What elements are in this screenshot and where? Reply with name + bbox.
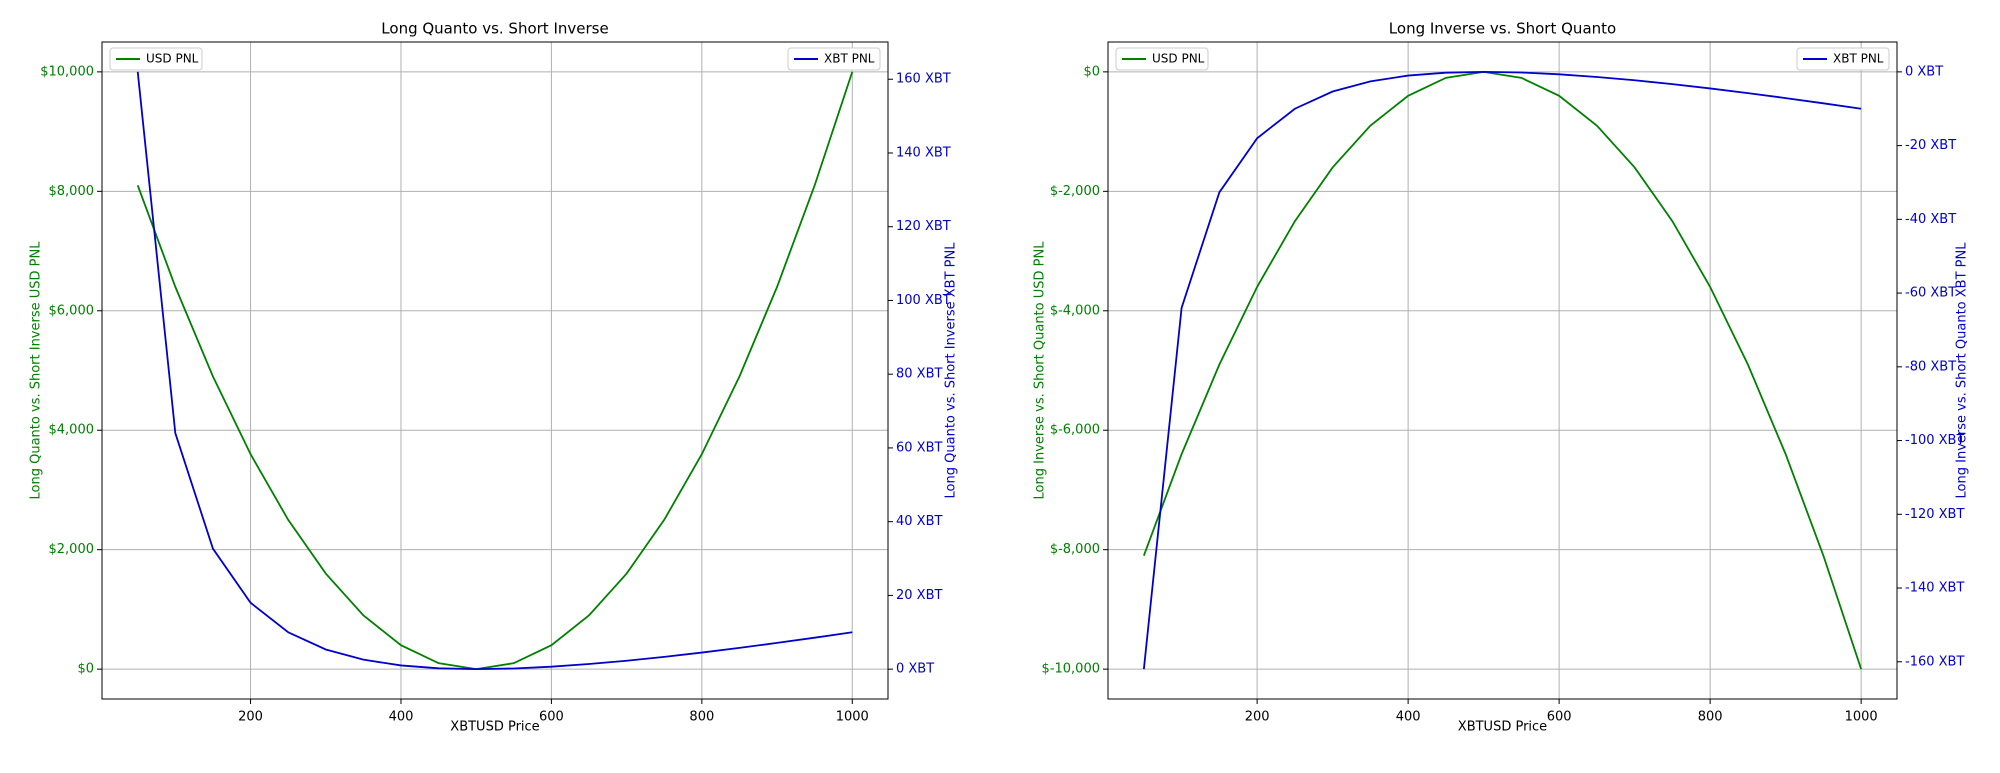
legend-label: USD PNL <box>146 52 199 66</box>
x-tick-label: 200 <box>1245 710 1270 725</box>
chart-title: Long Inverse vs. Short Quanto <box>1389 20 1616 38</box>
y2-tick-label: -140 XBT <box>1905 581 1964 596</box>
x-tick-label: 800 <box>689 710 714 725</box>
y2-tick-label: -120 XBT <box>1905 507 1964 522</box>
y2-axis-label: Long Quanto vs. Short Inverse XBT PNL <box>944 242 959 499</box>
y2-tick-label: -80 XBT <box>1905 359 1956 374</box>
y2-tick-label: 80 XBT <box>896 367 942 382</box>
y-tick-label: $2,000 <box>49 542 95 557</box>
y-tick-label: $-10,000 <box>1042 662 1100 677</box>
x-tick-label: 400 <box>389 710 414 725</box>
y2-tick-label: 100 XBT <box>896 293 951 308</box>
x-tick-label: 200 <box>238 710 263 725</box>
legend-box <box>1115 47 1209 71</box>
legend-box <box>109 47 203 71</box>
y2-tick-label: -40 XBT <box>1905 212 1956 227</box>
x-axis-label: XBTUSD Price <box>450 720 539 735</box>
x-tick-label: 1000 <box>836 710 869 725</box>
x-tick-label: 600 <box>1547 710 1572 725</box>
y-tick-label: $4,000 <box>49 423 95 438</box>
legend-label: XBT PNL <box>824 52 875 66</box>
y2-tick-label: -20 XBT <box>1905 138 1956 153</box>
y-tick-label: $-6,000 <box>1050 423 1100 438</box>
y-tick-label: $0 <box>1083 64 1100 79</box>
y-tick-label: $0 <box>77 662 94 677</box>
legend-label: USD PNL <box>1152 52 1205 66</box>
chart-title: Long Quanto vs. Short Inverse <box>381 20 608 38</box>
x-tick-label: 1000 <box>1845 710 1878 725</box>
y-tick-label: $-2,000 <box>1050 184 1100 199</box>
legend-box <box>1796 47 1890 71</box>
y2-tick-label: 0 XBT <box>896 662 934 677</box>
y-tick-label: $-8,000 <box>1050 542 1100 557</box>
legend-box <box>787 47 881 71</box>
x-axis-label: XBTUSD Price <box>1458 720 1547 735</box>
x-tick-label: 600 <box>539 710 564 725</box>
y-tick-label: $8,000 <box>49 184 95 199</box>
plot-frame <box>1107 41 1898 700</box>
y2-tick-label: 160 XBT <box>896 72 951 87</box>
y2-tick-label: 0 XBT <box>1905 64 1943 79</box>
legend-label: XBT PNL <box>1833 52 1884 66</box>
y-tick-label: $10,000 <box>40 64 94 79</box>
series-line <box>1142 70 1862 670</box>
y2-tick-label: 60 XBT <box>896 440 942 455</box>
series-line <box>136 71 853 671</box>
y-axis-label: Long Inverse vs. Short Quanto USD PNL <box>1033 241 1048 500</box>
y2-tick-label: 120 XBT <box>896 219 951 234</box>
y2-tick-label: 140 XBT <box>896 145 951 160</box>
x-tick-label: 400 <box>1396 710 1421 725</box>
y2-tick-label: 20 XBT <box>896 588 942 603</box>
y-tick-label: $6,000 <box>49 303 95 318</box>
y2-axis-label: Long Inverse vs. Short Quanto XBT PNL <box>1955 242 1970 499</box>
y2-tick-label: 40 XBT <box>896 514 942 529</box>
y2-tick-label: -160 XBT <box>1905 654 1964 669</box>
plot-frame <box>101 41 889 700</box>
series-line <box>136 71 854 671</box>
x-tick-label: 800 <box>1698 710 1723 725</box>
y-axis-label: Long Quanto vs. Short Inverse USD PNL <box>29 241 44 500</box>
series-line <box>1143 70 1862 670</box>
y2-tick-label: -60 XBT <box>1905 286 1956 301</box>
y-tick-label: $-4,000 <box>1050 303 1100 318</box>
y2-tick-label: -100 XBT <box>1905 433 1964 448</box>
